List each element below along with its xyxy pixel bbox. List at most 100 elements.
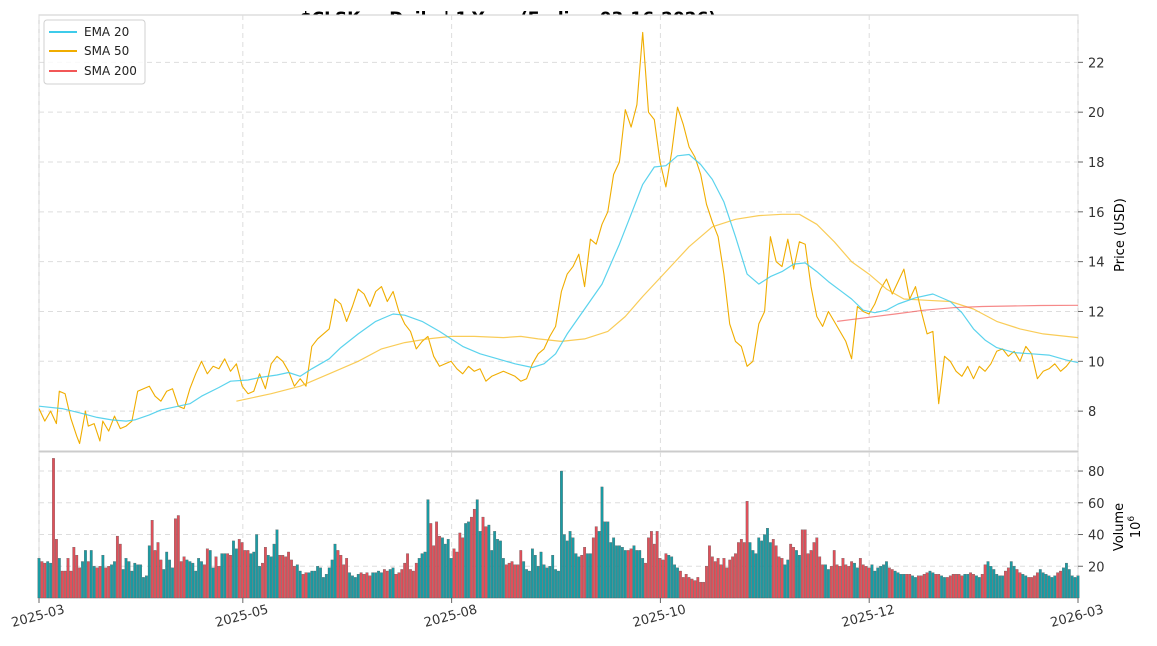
volume-bar	[684, 574, 688, 599]
legend-ema20-label: EMA 20	[84, 25, 129, 39]
volume-bar	[153, 550, 157, 599]
volume-bar	[812, 542, 816, 599]
volume-bar	[905, 574, 909, 599]
volume-bar	[655, 531, 659, 599]
volume-bar	[194, 570, 198, 599]
price-tick-label: 14	[1088, 256, 1105, 271]
volume-bar	[751, 550, 755, 599]
volume-bar	[777, 556, 781, 599]
volume-bar	[1038, 569, 1042, 599]
volume-bar	[214, 556, 218, 599]
price-y-axis: 8 10 12 14 16 18 20 22	[1078, 56, 1105, 420]
volume-bar	[52, 458, 55, 599]
volume-bar	[150, 520, 154, 599]
volume-bar	[824, 564, 827, 599]
volume-bar	[745, 501, 749, 599]
volume-bar	[827, 569, 830, 599]
volume-bar	[316, 566, 320, 599]
volume-bar	[803, 529, 807, 599]
price-lines	[38, 31, 1079, 445]
volume-bar	[1027, 577, 1031, 599]
volume-bar	[760, 540, 764, 599]
volume-bar	[255, 534, 259, 599]
volume-bar	[481, 516, 485, 599]
volume-bar	[606, 521, 610, 599]
volume-bar	[188, 561, 192, 599]
volume-bar	[304, 572, 308, 599]
volume-bar	[757, 537, 761, 599]
volume-bar	[644, 562, 647, 599]
volume-bar	[774, 545, 778, 599]
volume-bar	[786, 559, 790, 599]
volume-bar	[359, 572, 363, 599]
volume-bar	[403, 562, 407, 599]
volume-bar	[261, 562, 264, 599]
volume-bar	[327, 567, 331, 599]
volume-bar	[147, 545, 151, 599]
volume-bar	[661, 559, 665, 599]
volume-bar	[1053, 575, 1057, 599]
volume-bar	[867, 567, 871, 599]
volume-bar	[998, 575, 1002, 599]
volume-bar	[977, 577, 981, 599]
volume-bar	[374, 572, 378, 599]
volume-bar	[156, 542, 160, 599]
volume-bar	[133, 562, 137, 599]
x-tick-label: 2025-08	[423, 602, 479, 631]
volume-bar	[203, 564, 206, 599]
volume-bar	[841, 558, 845, 599]
volume-bar	[957, 574, 961, 599]
volume-bar	[510, 561, 514, 599]
volume-bar	[371, 572, 375, 599]
volume-bar	[55, 539, 58, 599]
volume-bar	[847, 566, 851, 599]
volume-bar	[737, 542, 740, 599]
price-tick-label: 12	[1088, 305, 1105, 320]
volume-bar	[798, 555, 801, 599]
volume-bar	[142, 577, 145, 599]
volume-bar	[1024, 575, 1028, 599]
volume-bar	[969, 572, 973, 599]
volume-bar	[545, 567, 549, 599]
volume-bar	[937, 574, 941, 599]
volume-bar	[487, 524, 491, 599]
volume-bar	[84, 550, 87, 599]
volume-bar	[902, 574, 906, 599]
volume-bar	[211, 567, 215, 599]
volume-bar	[835, 564, 839, 599]
volume-bar	[513, 564, 517, 599]
volume-bar	[690, 578, 694, 599]
volume-bar	[205, 548, 209, 599]
volume-bar	[911, 575, 914, 599]
volume-bar	[1047, 575, 1051, 599]
volume-bar	[171, 567, 174, 599]
volume-bar	[713, 561, 717, 599]
volume-bar	[287, 551, 290, 599]
volume-bar	[275, 529, 279, 599]
volume-bar	[612, 537, 616, 599]
volume-bar	[531, 548, 534, 599]
volume-bar	[243, 550, 247, 599]
volume-bar	[223, 553, 227, 599]
volume-bar	[963, 574, 967, 599]
volume-bar	[858, 558, 862, 599]
volume-bar	[548, 566, 552, 599]
volume-bar	[499, 540, 502, 599]
volume-bar	[330, 559, 334, 599]
volume-bar	[159, 559, 163, 599]
price-tick-label: 18	[1088, 156, 1105, 171]
volume-bar	[46, 561, 50, 599]
volume-bar	[345, 558, 349, 599]
volume-bar	[609, 542, 613, 599]
volume-bar	[1050, 577, 1054, 599]
volume-bar	[696, 577, 700, 599]
volume-bar	[342, 564, 346, 599]
volume-bar	[591, 537, 595, 599]
volume-bar	[679, 570, 682, 599]
volume-bar	[115, 535, 119, 599]
volume-bar	[583, 547, 587, 599]
volume-bar	[496, 539, 499, 599]
volume-bar	[829, 566, 833, 599]
volume-y-axis: 20 40 60 80	[1078, 465, 1105, 575]
x-axis: 2025-03 2025-05 2025-08 2025-10 2025-12 2026-…	[10, 598, 1105, 631]
